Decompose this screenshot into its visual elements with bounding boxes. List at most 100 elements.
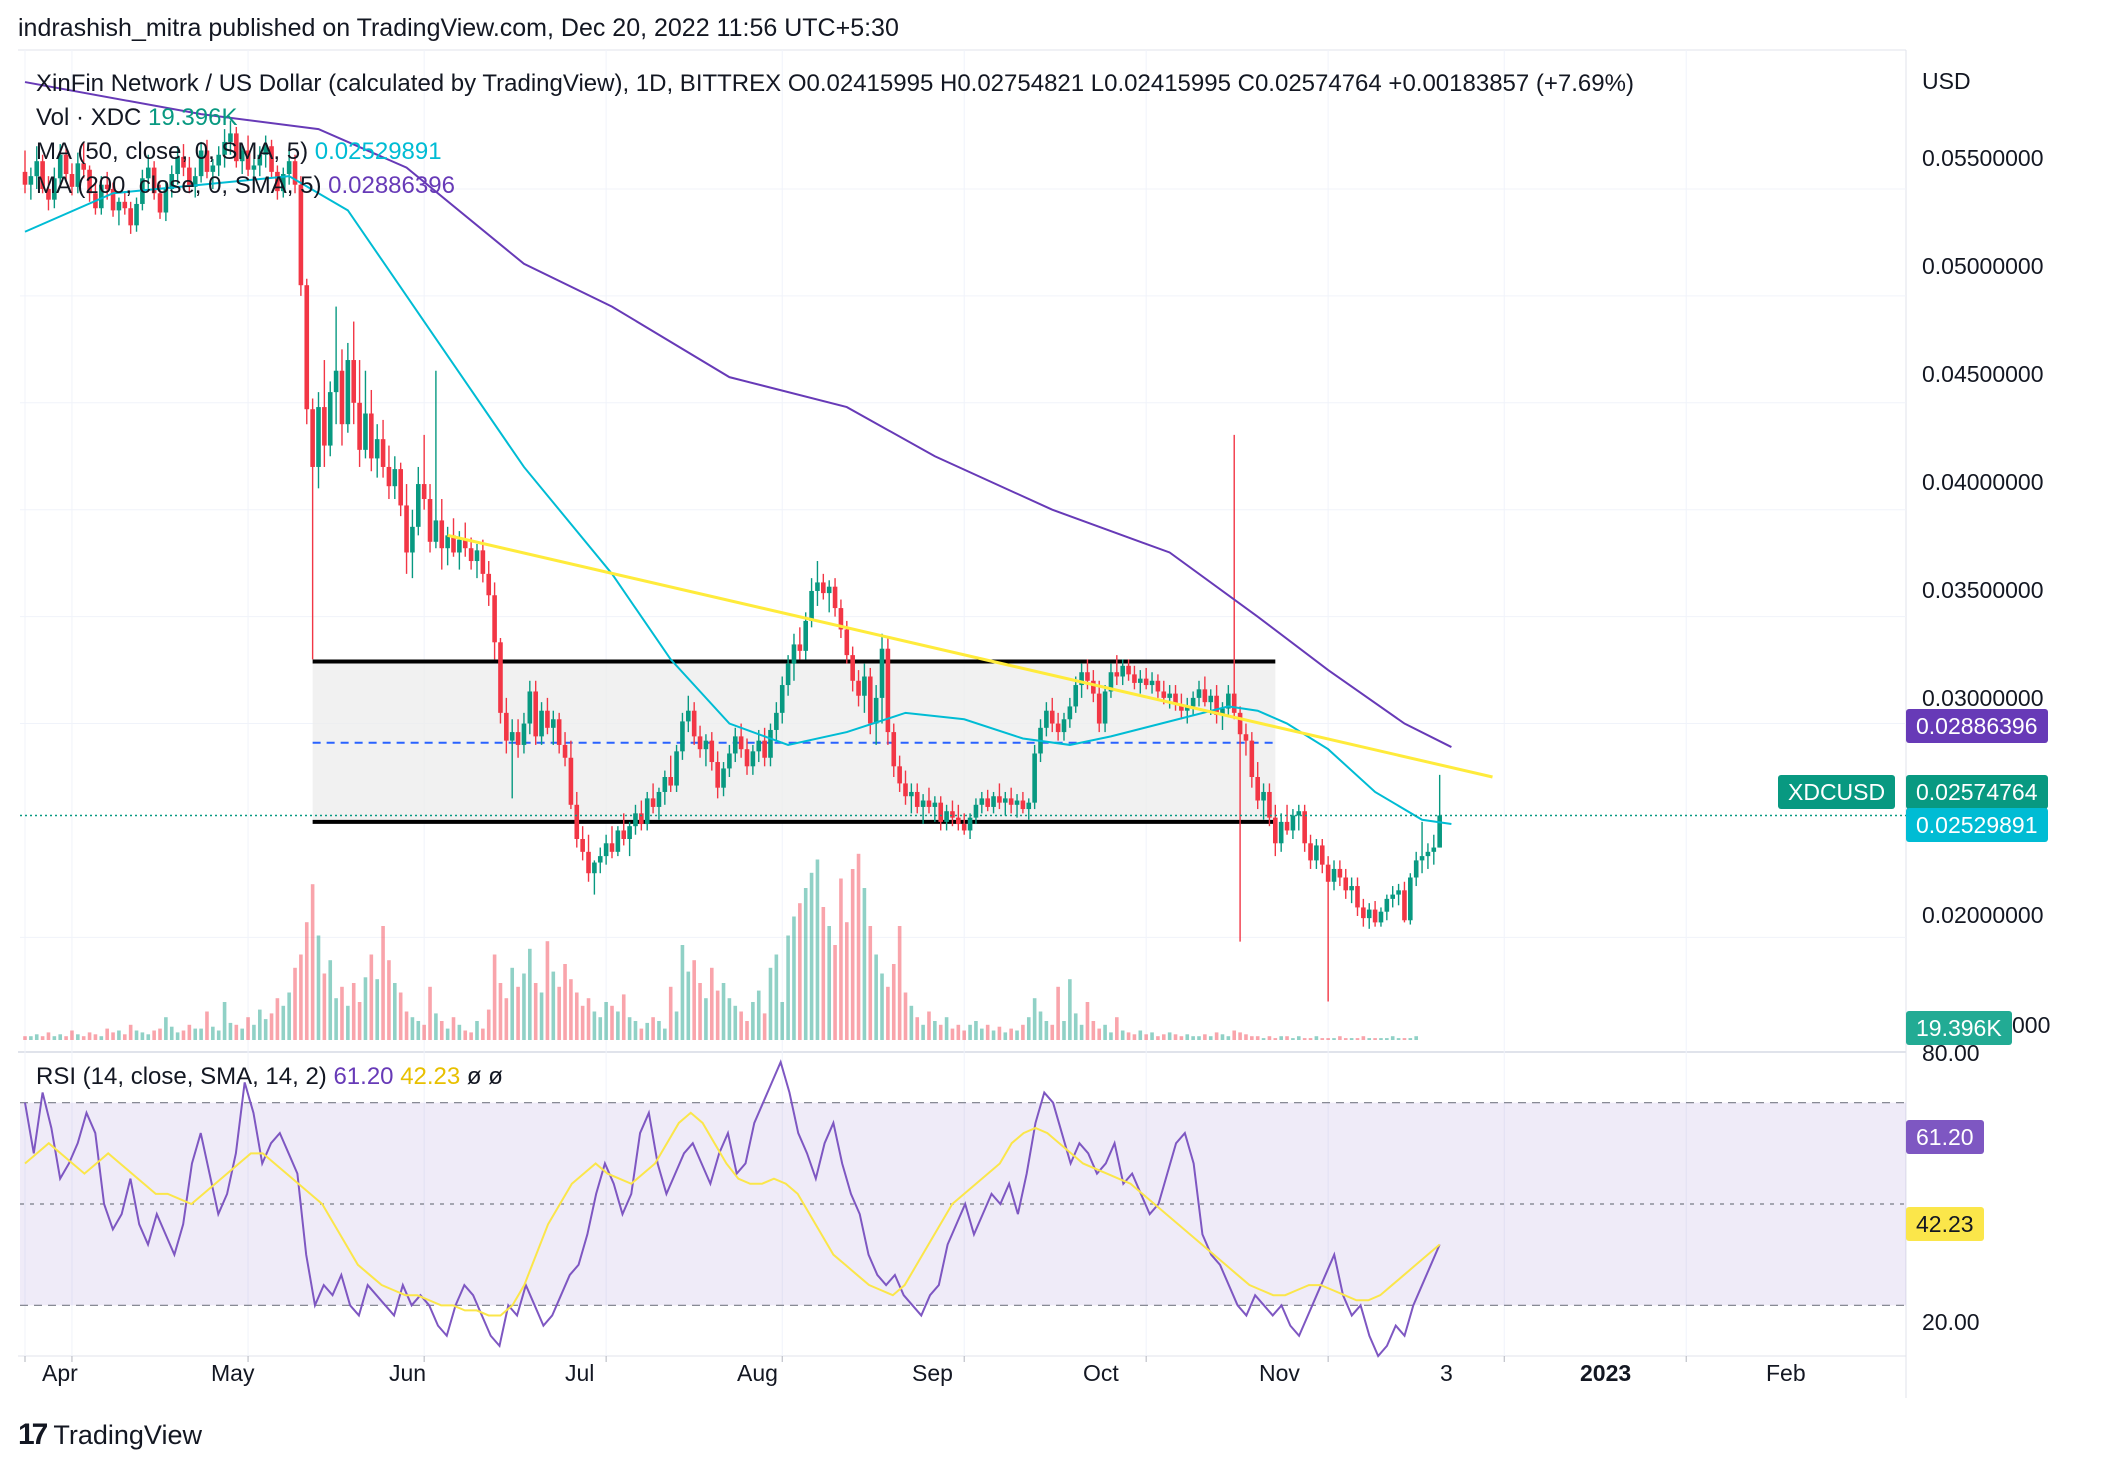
candle (445, 526, 450, 566)
candle (545, 697, 550, 735)
candle-body (920, 800, 926, 807)
volume-bar (845, 922, 849, 1040)
candle (674, 744, 679, 792)
candle-body (545, 710, 550, 728)
candle (592, 860, 597, 895)
candle-body (1091, 680, 1096, 694)
candle (979, 791, 985, 814)
candle-body (1366, 909, 1372, 919)
candle (568, 740, 574, 810)
candle-body (597, 856, 603, 863)
volume-bar (1073, 1013, 1078, 1040)
volume-bar (340, 986, 344, 1040)
candle-body (621, 830, 627, 840)
candle (1278, 813, 1284, 852)
candle (1343, 868, 1349, 899)
candle-body (1243, 734, 1249, 741)
price-tick: 0.02000000 (1922, 902, 2044, 928)
tradingview-footer[interactable]: 17 TradingView (18, 1418, 202, 1452)
volume-bar (1379, 1038, 1383, 1040)
volume-bar (1220, 1034, 1225, 1040)
rsi-hide-icon[interactable]: ø (466, 1063, 482, 1090)
candle (1261, 783, 1266, 820)
volume-bar (715, 990, 720, 1040)
volume-bar (1302, 1038, 1307, 1040)
volume-bar (498, 983, 503, 1040)
legend-ma200: MA (200, close, 0, SMA, 5) 0.02886396 (36, 172, 455, 200)
candle-body (639, 813, 644, 825)
volume-bar (962, 1030, 966, 1040)
volume-bar (1050, 1024, 1055, 1040)
volume-bar (674, 1011, 679, 1040)
candle-body (562, 744, 568, 758)
candle (275, 165, 280, 200)
ma200-line (24, 81, 1452, 748)
volume-bar (927, 1011, 931, 1040)
volume-bar (1414, 1036, 1418, 1040)
consolidation-box (312, 661, 1276, 822)
candle-body (333, 370, 339, 393)
candle-body (1108, 672, 1114, 692)
candle-body (644, 798, 650, 825)
volume-bar (580, 1005, 585, 1040)
candle (263, 135, 268, 168)
rsi-settings-icon[interactable]: ø (488, 1063, 503, 1090)
candle-body (1079, 672, 1084, 686)
volume-bar (199, 1028, 203, 1040)
volume-bar (275, 998, 280, 1040)
time-axis-ticks (24, 1356, 1687, 1362)
volume-bar (422, 1024, 426, 1040)
volume-bar (416, 1021, 421, 1040)
candle (363, 370, 368, 459)
candle-body (750, 751, 756, 767)
price-tick: 0.05500000 (1922, 145, 2044, 171)
candle-body (1255, 776, 1260, 801)
candle (298, 176, 304, 296)
candle (539, 702, 544, 745)
candle-body (838, 608, 844, 630)
candle-body (1425, 851, 1431, 857)
time-label: May (211, 1360, 255, 1386)
volume-bar (1044, 1021, 1049, 1040)
volume-bar (944, 1017, 949, 1040)
candle-body (1284, 821, 1290, 831)
candle-body (163, 188, 169, 213)
candle (75, 152, 81, 194)
candle (327, 381, 333, 457)
candle (421, 434, 427, 510)
candle (398, 462, 403, 517)
candle (621, 813, 627, 846)
volume-bar (968, 1024, 972, 1040)
candle-body (897, 766, 902, 784)
volume-bar (886, 986, 890, 1040)
candle (157, 184, 163, 219)
candle-body (627, 826, 632, 840)
ma50-price-tag: 0.02529891 (1906, 808, 2048, 842)
candle (1173, 685, 1178, 711)
currency-label: USD (1922, 68, 1971, 94)
candle-body (427, 499, 433, 542)
volume-bar (64, 1036, 68, 1040)
candle (1132, 665, 1137, 690)
candle-body (392, 469, 398, 487)
volume-bar (93, 1034, 98, 1040)
legend-change: +0.00183857 (+7.69%) (1388, 70, 1634, 97)
volume-bar (205, 1011, 209, 1040)
candle-body (1296, 811, 1302, 816)
candle-body (1390, 894, 1396, 899)
candle (885, 638, 891, 745)
volume-bar (398, 992, 403, 1040)
volume-bar (598, 1017, 603, 1040)
volume-bar (1197, 1036, 1201, 1040)
candle-body (1184, 706, 1190, 711)
candle (1355, 877, 1360, 916)
volume-bar (158, 1028, 162, 1040)
volume-bar (504, 998, 509, 1040)
candle (1049, 697, 1055, 733)
candle-body (1343, 877, 1349, 891)
candle-body (1096, 693, 1102, 724)
candle (1008, 787, 1014, 814)
candle (1202, 676, 1208, 707)
candle (991, 791, 996, 814)
